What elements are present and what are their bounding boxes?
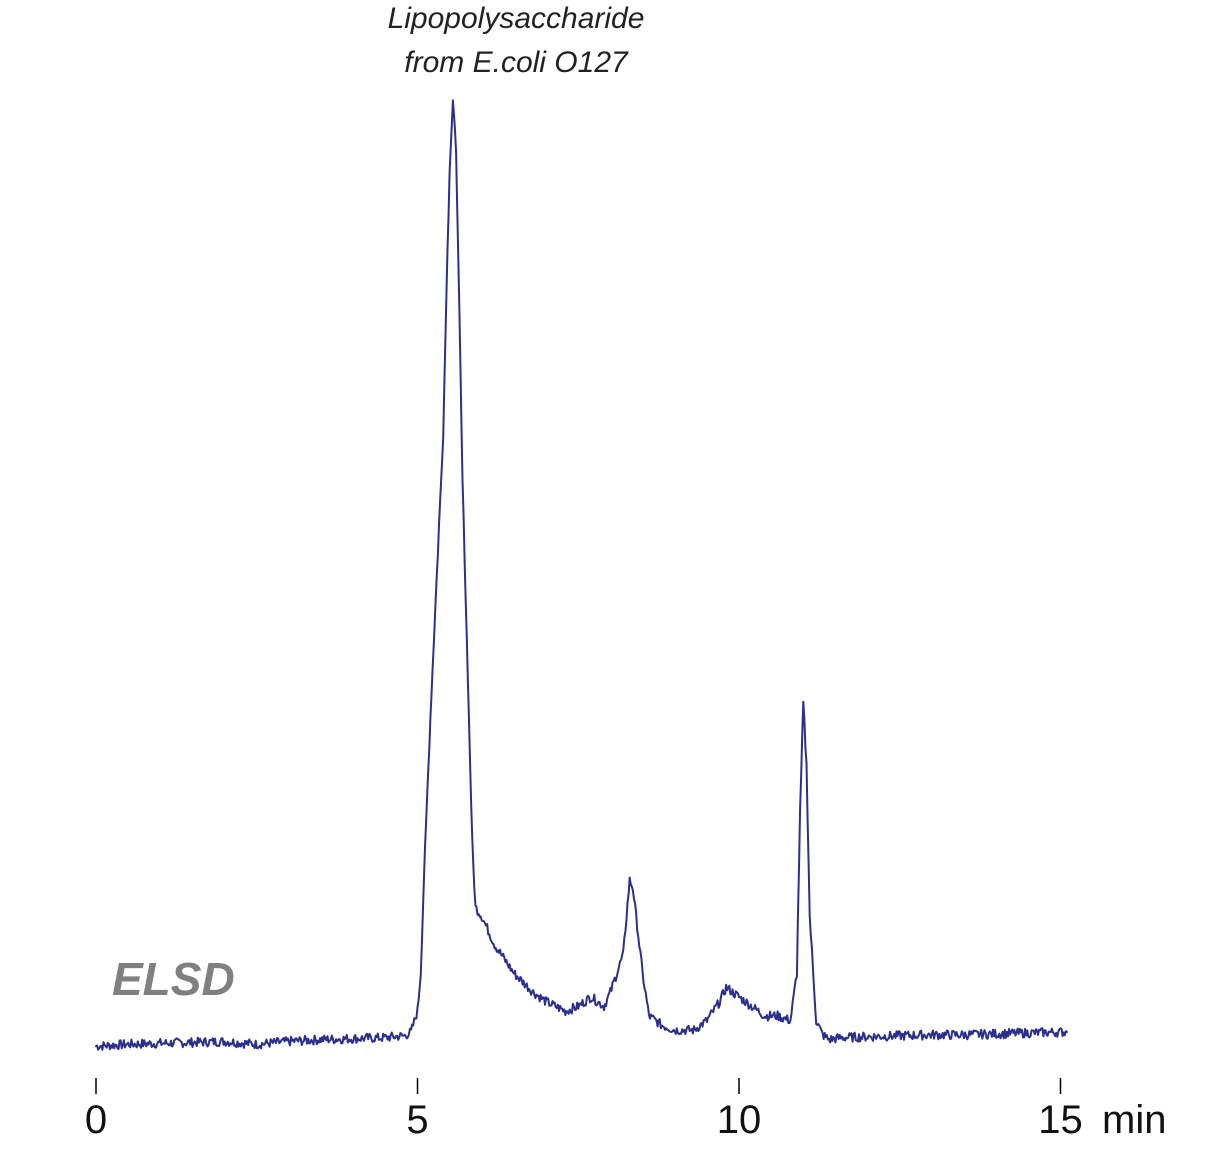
x-tick-label: 5 (406, 1098, 428, 1142)
peak-annotation-line-1: Lipopolysaccharide (388, 2, 645, 35)
peak-annotation-line-2: from E.coli O127 (404, 46, 629, 79)
x-unit-label: min (1102, 1098, 1166, 1142)
x-tick-label: 15 (1038, 1098, 1083, 1142)
x-tick-label: 10 (717, 1098, 762, 1142)
x-tick-label: 0 (85, 1098, 107, 1142)
detector-label: ELSD (112, 953, 235, 1005)
chromatogram-trace (95, 99, 1068, 1051)
x-axis: 0 5 10 15 min (85, 1078, 1166, 1142)
